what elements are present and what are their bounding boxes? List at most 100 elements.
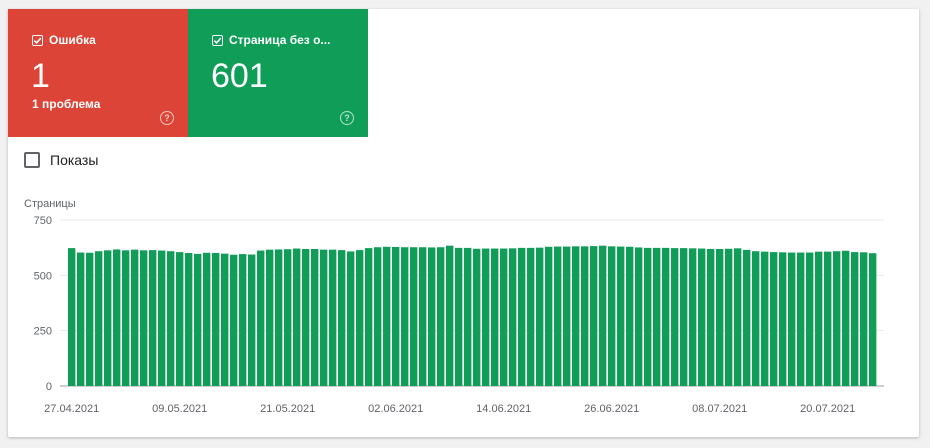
bar[interactable] [752,251,760,386]
bar[interactable] [131,249,139,386]
bar[interactable] [689,248,697,386]
bar[interactable] [356,250,364,386]
checkbox-checked-icon[interactable] [212,34,223,46]
bar[interactable] [392,247,400,386]
bar[interactable] [248,254,256,386]
bar[interactable] [167,251,175,386]
bar[interactable] [527,247,535,386]
bar[interactable] [770,252,778,386]
bar[interactable] [347,251,355,386]
bar[interactable] [158,250,166,386]
bar[interactable] [149,250,157,386]
bar[interactable] [572,246,580,386]
bar[interactable] [635,247,643,386]
bar[interactable] [671,248,679,386]
bar[interactable] [221,253,229,386]
bar[interactable] [401,247,409,386]
bar[interactable] [581,246,589,386]
bar[interactable] [410,247,418,386]
impressions-toggle[interactable]: Показы [24,152,98,168]
bar[interactable] [257,250,265,386]
bar[interactable] [617,246,625,386]
checkbox-unchecked-icon[interactable] [24,152,40,168]
bar[interactable] [716,248,724,386]
bar[interactable] [590,246,598,386]
bar[interactable] [734,248,742,386]
bar[interactable] [104,250,112,386]
bar[interactable] [662,247,670,386]
bar[interactable] [626,246,634,386]
bar[interactable] [680,248,688,386]
bar[interactable] [293,248,301,386]
bar[interactable] [194,253,202,386]
bar[interactable] [500,248,508,386]
bar[interactable] [482,248,490,386]
bar[interactable] [869,253,877,386]
bar[interactable] [653,247,661,386]
bar[interactable] [212,252,220,386]
bar[interactable] [545,246,553,386]
bar[interactable] [725,248,733,386]
bar[interactable] [491,248,499,386]
bar[interactable] [365,248,373,386]
bar[interactable] [77,252,85,386]
question-icon[interactable]: ? [160,111,174,125]
bar[interactable] [761,251,769,386]
bar[interactable] [698,248,706,386]
bar[interactable] [464,247,472,386]
bar[interactable] [644,247,652,386]
bar[interactable] [338,250,346,386]
checkbox-checked-icon[interactable] [32,34,43,46]
bar[interactable] [95,251,103,386]
error-tile[interactable]: Ошибка 1 1 проблема ? [8,9,188,137]
bar[interactable] [68,248,76,386]
bar[interactable] [842,250,850,386]
y-tick-label: 250 [34,326,52,338]
bar[interactable] [446,245,454,386]
bar[interactable] [284,249,292,386]
bar[interactable] [797,252,805,386]
bar[interactable] [536,247,544,386]
bar[interactable] [824,251,832,386]
bar[interactable] [428,247,436,386]
bar[interactable] [473,248,481,386]
bar[interactable] [554,246,562,386]
bar[interactable] [311,248,319,386]
bar[interactable] [176,252,184,386]
bar[interactable] [86,252,94,386]
bar[interactable] [563,246,571,386]
bar[interactable] [779,252,787,386]
bar[interactable] [608,246,616,386]
y-tick-label: 750 [34,215,52,227]
bar[interactable] [806,252,814,386]
bar[interactable] [437,247,445,386]
question-icon[interactable]: ? [340,111,354,125]
bar[interactable] [329,249,337,386]
bar[interactable] [788,252,796,386]
bar[interactable] [203,252,211,386]
bar[interactable] [230,254,238,386]
bar[interactable] [419,247,427,386]
valid-tile[interactable]: Страница без о... 601 ? [188,9,368,137]
bar[interactable] [860,252,868,386]
bar[interactable] [374,247,382,386]
bar[interactable] [509,248,517,386]
bar[interactable] [707,248,715,386]
bar[interactable] [239,254,247,386]
bar[interactable] [383,246,391,386]
bar[interactable] [599,245,607,386]
bar[interactable] [518,247,526,386]
bar[interactable] [113,249,121,386]
bar[interactable] [455,247,463,386]
bar[interactable] [743,249,751,386]
bar[interactable] [140,250,148,386]
bar[interactable] [275,249,283,386]
bar[interactable] [266,249,274,386]
bar[interactable] [833,251,841,386]
bar[interactable] [815,251,823,386]
bar[interactable] [320,249,328,386]
bar[interactable] [851,252,859,386]
bar[interactable] [122,250,130,386]
bar[interactable] [302,248,310,386]
bar[interactable] [185,252,193,386]
